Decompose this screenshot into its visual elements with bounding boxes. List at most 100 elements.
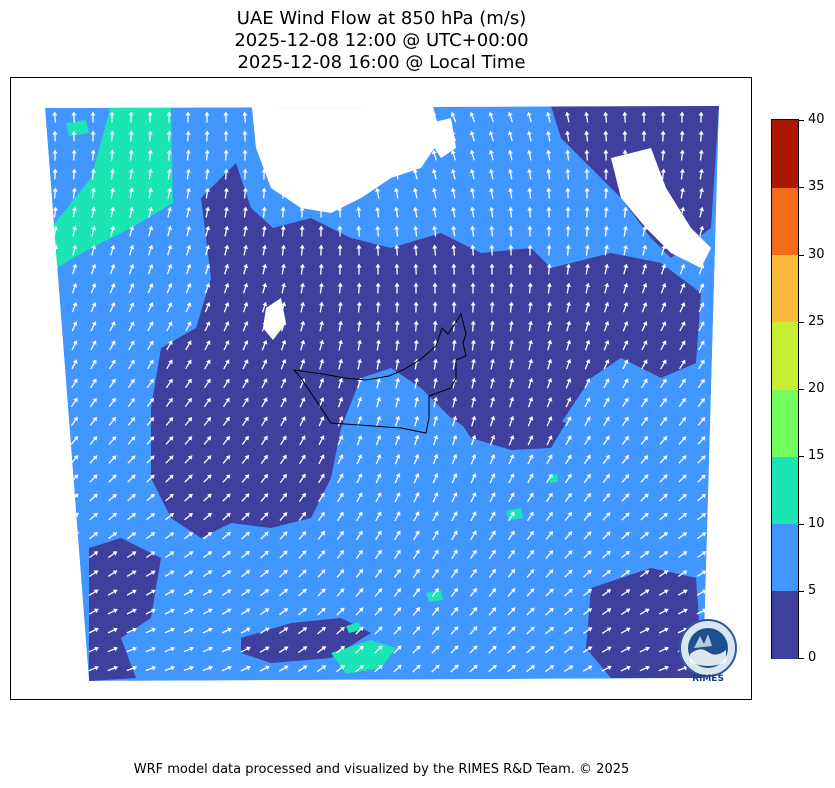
wind-arrow-head [396, 568, 401, 574]
wind-arrow-head [432, 358, 438, 363]
wind-arrow-head [434, 530, 439, 536]
wind-arrow-head [282, 492, 288, 498]
wind-arrow-head [151, 589, 156, 594]
wind-arrow-head [357, 339, 362, 344]
wind-arrow-head [606, 550, 611, 556]
wind-arrow-head [413, 301, 419, 306]
wind-arrow-head [131, 493, 136, 499]
wind-arrow-head [281, 339, 287, 345]
wind-arrow-head [208, 665, 214, 671]
colorbar-tick [799, 590, 804, 592]
wind-arrow-head [205, 302, 211, 307]
wind-arrow-head [188, 532, 194, 537]
wind-arrow-head [110, 302, 116, 307]
wind-arrow-head [605, 493, 611, 498]
wind-arrow-head [701, 570, 707, 575]
wind-arrow-head [208, 608, 213, 613]
wind-arrow-head [320, 550, 326, 555]
wind-arrow-head [207, 589, 213, 594]
wind-arrow-head [546, 149, 552, 154]
wind-arrow-head [319, 358, 325, 364]
wind-arrow [70, 551, 78, 559]
wind-arrow-head [243, 282, 249, 288]
wind-arrow-head [337, 206, 343, 211]
wind-arrow-head [507, 111, 513, 117]
wind-arrow-head [356, 301, 362, 306]
wind-arrow-head [546, 225, 552, 230]
wind-arrow-head [526, 111, 532, 117]
wind-arrow-head [282, 512, 288, 517]
logo-text: RIMES [692, 674, 724, 684]
colorbar-tick [799, 523, 804, 525]
wind-arrow-head [359, 626, 364, 632]
wind-arrow-head [622, 168, 628, 173]
wind-arrow-head [54, 435, 59, 441]
wind-arrow-head [490, 358, 495, 363]
wind-arrow-head [151, 627, 156, 633]
wind-arrow-head [261, 225, 267, 230]
wind-arrow-head [166, 130, 172, 135]
wind-arrow [69, 590, 79, 596]
wind-arrow-head [90, 149, 96, 154]
wind-arrow-head [565, 244, 571, 249]
wind-arrow-head [470, 301, 476, 306]
wind-arrow-head [433, 492, 439, 497]
wind-arrow-head [491, 511, 496, 517]
wind-arrow-head [412, 112, 418, 117]
wind-arrow-head [451, 339, 457, 344]
wind-arrow-head [340, 626, 345, 632]
wind-arrow-head [224, 263, 230, 269]
wind-arrow-head [186, 321, 192, 326]
wind-arrow-head [52, 149, 58, 154]
wind-arrow-head [642, 206, 647, 211]
wind-arrow-head [431, 130, 437, 136]
wind-arrow-head [491, 588, 497, 593]
wind-arrow-head [624, 378, 629, 383]
wind-arrow-head [415, 568, 420, 574]
wind-arrow-head [283, 627, 289, 632]
wind-arrow-head [375, 244, 381, 249]
wind-arrow-head [529, 530, 534, 536]
wind-arrow-head [587, 588, 592, 594]
wind-arrow-head [548, 511, 553, 517]
wind-arrow-head [150, 493, 155, 499]
wind-arrow-head [625, 512, 630, 518]
wind-arrow-head [585, 301, 591, 307]
wind-arrow-head [319, 377, 325, 383]
wind-arrow-head [433, 473, 439, 478]
wind-arrow-head [546, 187, 552, 192]
wind-arrow-head [510, 549, 515, 555]
wind-arrow-head [565, 130, 571, 135]
wind-arrow-head [432, 206, 437, 211]
wind-arrow-head [338, 454, 344, 459]
wind-arrow-head [643, 435, 649, 441]
wind-arrow-head [109, 149, 115, 154]
wind-arrow-head [623, 321, 629, 326]
map-title: UAE Wind Flow at 850 hPa (m/s) 2025-12-0… [0, 8, 763, 74]
wind-arrow-head [700, 417, 706, 422]
wind-arrow-head [130, 417, 136, 422]
wind-arrow-head [263, 397, 268, 403]
wind-arrow-head [470, 206, 476, 211]
wind-arrow-head [470, 168, 475, 174]
wind-arrow-head [546, 168, 552, 173]
wind-arrow-head [623, 301, 629, 307]
wind-arrow-head [301, 511, 307, 517]
wind-arrow-head [264, 531, 269, 537]
wind-arrow-head [71, 187, 77, 192]
wind-arrow-head [679, 168, 685, 173]
wind-arrow-head [527, 301, 533, 306]
wind-arrow-head [679, 149, 685, 154]
wind-arrow-head [644, 493, 649, 498]
wind-arrow-head [508, 225, 514, 230]
wind-arrow-head [394, 244, 400, 249]
wind-arrow-head [318, 130, 323, 135]
wind-arrow-head [395, 415, 401, 421]
wind-arrow-head [283, 550, 288, 556]
wind-arrow-head [168, 340, 173, 346]
wind-arrow-head [280, 187, 286, 192]
wind-arrow-head [643, 378, 648, 384]
wind-arrow-head [280, 149, 286, 154]
wind-arrow-head [299, 149, 305, 154]
wind-arrow-head [603, 187, 609, 192]
